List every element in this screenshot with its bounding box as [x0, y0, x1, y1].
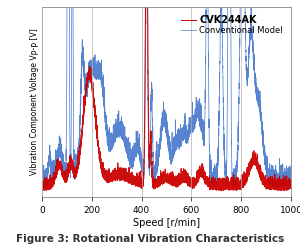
CVK244AK: [135, 181, 139, 184]
Conventional Model: [289, 178, 293, 181]
CVK244AK: [190, 180, 193, 183]
Conventional Model: [135, 131, 139, 134]
X-axis label: Speed [r/min]: Speed [r/min]: [133, 218, 200, 228]
CVK244AK: [40, 187, 44, 190]
Line: CVK244AK: CVK244AK: [42, 0, 291, 191]
Line: Conventional Model: Conventional Model: [42, 0, 291, 187]
CVK244AK: [85, 79, 89, 82]
CVK244AK: [219, 189, 223, 192]
CVK244AK: [202, 174, 206, 177]
Text: Figure 3: Rotational Vibration Characteristics: Figure 3: Rotational Vibration Character…: [16, 233, 284, 244]
Conventional Model: [245, 77, 249, 79]
Conventional Model: [190, 118, 193, 121]
Legend: CVK244AK, Conventional Model: CVK244AK, Conventional Model: [179, 14, 284, 37]
CVK244AK: [245, 180, 249, 183]
CVK244AK: [289, 183, 293, 185]
Y-axis label: Vibration Component Voltage Vp-p [V]: Vibration Component Voltage Vp-p [V]: [30, 29, 39, 175]
CVK244AK: [226, 180, 230, 183]
Conventional Model: [202, 138, 206, 140]
Conventional Model: [40, 181, 44, 184]
Conventional Model: [85, 80, 89, 83]
Conventional Model: [272, 186, 275, 189]
